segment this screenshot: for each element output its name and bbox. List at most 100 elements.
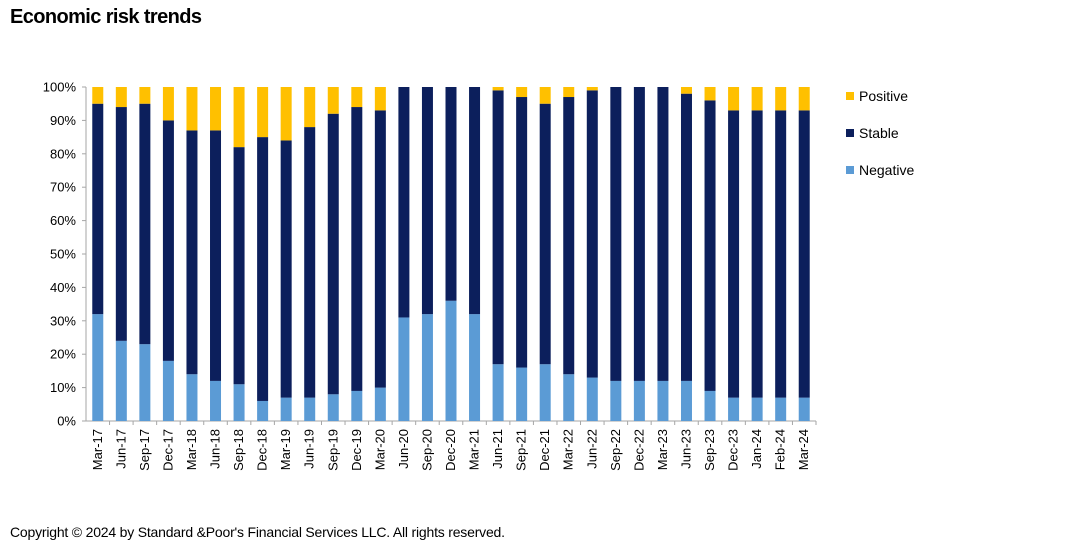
bar-negative: [374, 387, 386, 421]
bar-positive: [492, 87, 504, 91]
bar-negative: [327, 394, 339, 421]
x-tick-label: Mar-21: [467, 429, 482, 470]
bar-positive: [775, 87, 787, 111]
bar-stable: [751, 110, 763, 398]
x-tick-label: Dec-22: [631, 429, 646, 471]
legend-swatch-negative: [846, 166, 854, 174]
bar-stable: [257, 137, 269, 401]
y-tick-label: 70%: [50, 180, 76, 195]
x-tick-label: Sep-18: [231, 429, 246, 471]
bar-positive: [351, 87, 363, 108]
y-tick-label: 0%: [57, 414, 76, 429]
x-tick-label: Mar-20: [372, 429, 387, 470]
bar-negative: [798, 397, 810, 421]
legend-swatch-positive: [846, 92, 854, 100]
y-tick-label: 90%: [50, 113, 76, 128]
bar-negative: [469, 314, 481, 421]
y-tick-label: 80%: [50, 146, 76, 161]
bar-stable: [728, 110, 740, 398]
bar-positive: [92, 87, 104, 104]
y-tick-label: 40%: [50, 280, 76, 295]
x-tick-label: Jan-24: [749, 429, 764, 469]
bar-stable: [162, 120, 174, 361]
bar-stable: [516, 97, 528, 368]
bar-negative: [115, 340, 127, 421]
bar-positive: [233, 87, 245, 148]
bar-positive: [680, 87, 692, 94]
bar-negative: [516, 367, 528, 421]
bar-negative: [704, 390, 716, 421]
x-tick-label: Jun-18: [208, 429, 223, 469]
x-tick-label: Dec-18: [255, 429, 270, 471]
x-tick-label: Sep-23: [702, 429, 717, 471]
bar-stable: [374, 110, 386, 388]
x-tick-label: Sep-21: [514, 429, 529, 471]
bar-negative: [445, 300, 457, 421]
x-tick-label: Jun-23: [678, 429, 693, 469]
x-tick-label: Mar-18: [184, 429, 199, 470]
x-tick-label: Dec-19: [349, 429, 364, 471]
x-tick-label: Mar-22: [561, 429, 576, 470]
bar-positive: [798, 87, 810, 111]
bar-negative: [92, 314, 104, 421]
bar-negative: [398, 317, 410, 421]
y-tick-label: 50%: [50, 247, 76, 262]
bar-negative: [351, 390, 363, 421]
bar-negative: [280, 397, 292, 421]
x-tick-label: Jun-20: [396, 429, 411, 469]
bar-stable: [798, 110, 810, 398]
bar-positive: [257, 87, 269, 138]
bar-stable: [445, 87, 457, 301]
bar-negative: [492, 364, 504, 421]
y-tick-label: 100%: [43, 80, 77, 95]
bar-positive: [210, 87, 222, 131]
legend-label-positive: Positive: [859, 88, 908, 104]
bar-negative: [210, 380, 222, 421]
bar-negative: [586, 377, 598, 421]
x-tick-label: Sep-17: [137, 429, 152, 471]
bar-stable: [610, 87, 622, 381]
bar-stable: [92, 103, 104, 315]
bar-positive: [728, 87, 740, 111]
bar-positive: [115, 87, 127, 108]
bar-negative: [304, 397, 316, 421]
bar-positive: [539, 87, 551, 104]
x-tick-label: Sep-22: [608, 429, 623, 471]
x-tick-label: Dec-21: [537, 429, 552, 471]
plot-area: 0% 10% 20% 30% 40% 50% 60% 70% 80% 90% 100% Mar-17 J…: [43, 80, 817, 471]
bar-negative: [539, 364, 551, 421]
x-tick-label: Mar-17: [90, 429, 105, 470]
x-tick-label: Jun-17: [113, 429, 128, 469]
x-tick-label: Feb-24: [773, 429, 788, 470]
y-tick-label: 60%: [50, 213, 76, 228]
bar-stable: [469, 87, 481, 315]
bar-positive: [516, 87, 528, 98]
bar-stable: [539, 103, 551, 365]
bar-stable: [775, 110, 787, 398]
bar-negative: [728, 397, 740, 421]
bar-stable: [704, 100, 716, 391]
bar-stable: [680, 93, 692, 381]
bar-stable: [139, 103, 151, 345]
x-tick-label: Jun-22: [584, 429, 599, 469]
x-tick-label: Dec-17: [160, 429, 175, 471]
x-tick-label: Sep-19: [325, 429, 340, 471]
bar-stable: [633, 87, 645, 381]
x-tick-label: Dec-23: [726, 429, 741, 471]
bar-stable: [586, 90, 598, 378]
bar-negative: [233, 384, 245, 421]
bar-positive: [374, 87, 386, 111]
copyright-notice: Copyright © 2024 by Standard &Poor's Fin…: [10, 524, 505, 540]
bar-negative: [421, 314, 433, 421]
x-tick-label: Sep-20: [419, 429, 434, 471]
bar-positive: [304, 87, 316, 128]
bar-negative: [633, 380, 645, 421]
x-tick-label: Jun-19: [302, 429, 317, 469]
bar-positive: [186, 87, 198, 131]
bar-negative: [657, 380, 669, 421]
bar-stable: [186, 130, 198, 375]
x-tick-label: Mar-19: [278, 429, 293, 470]
y-tick-label: 10%: [50, 380, 76, 395]
bar-positive: [327, 87, 339, 114]
